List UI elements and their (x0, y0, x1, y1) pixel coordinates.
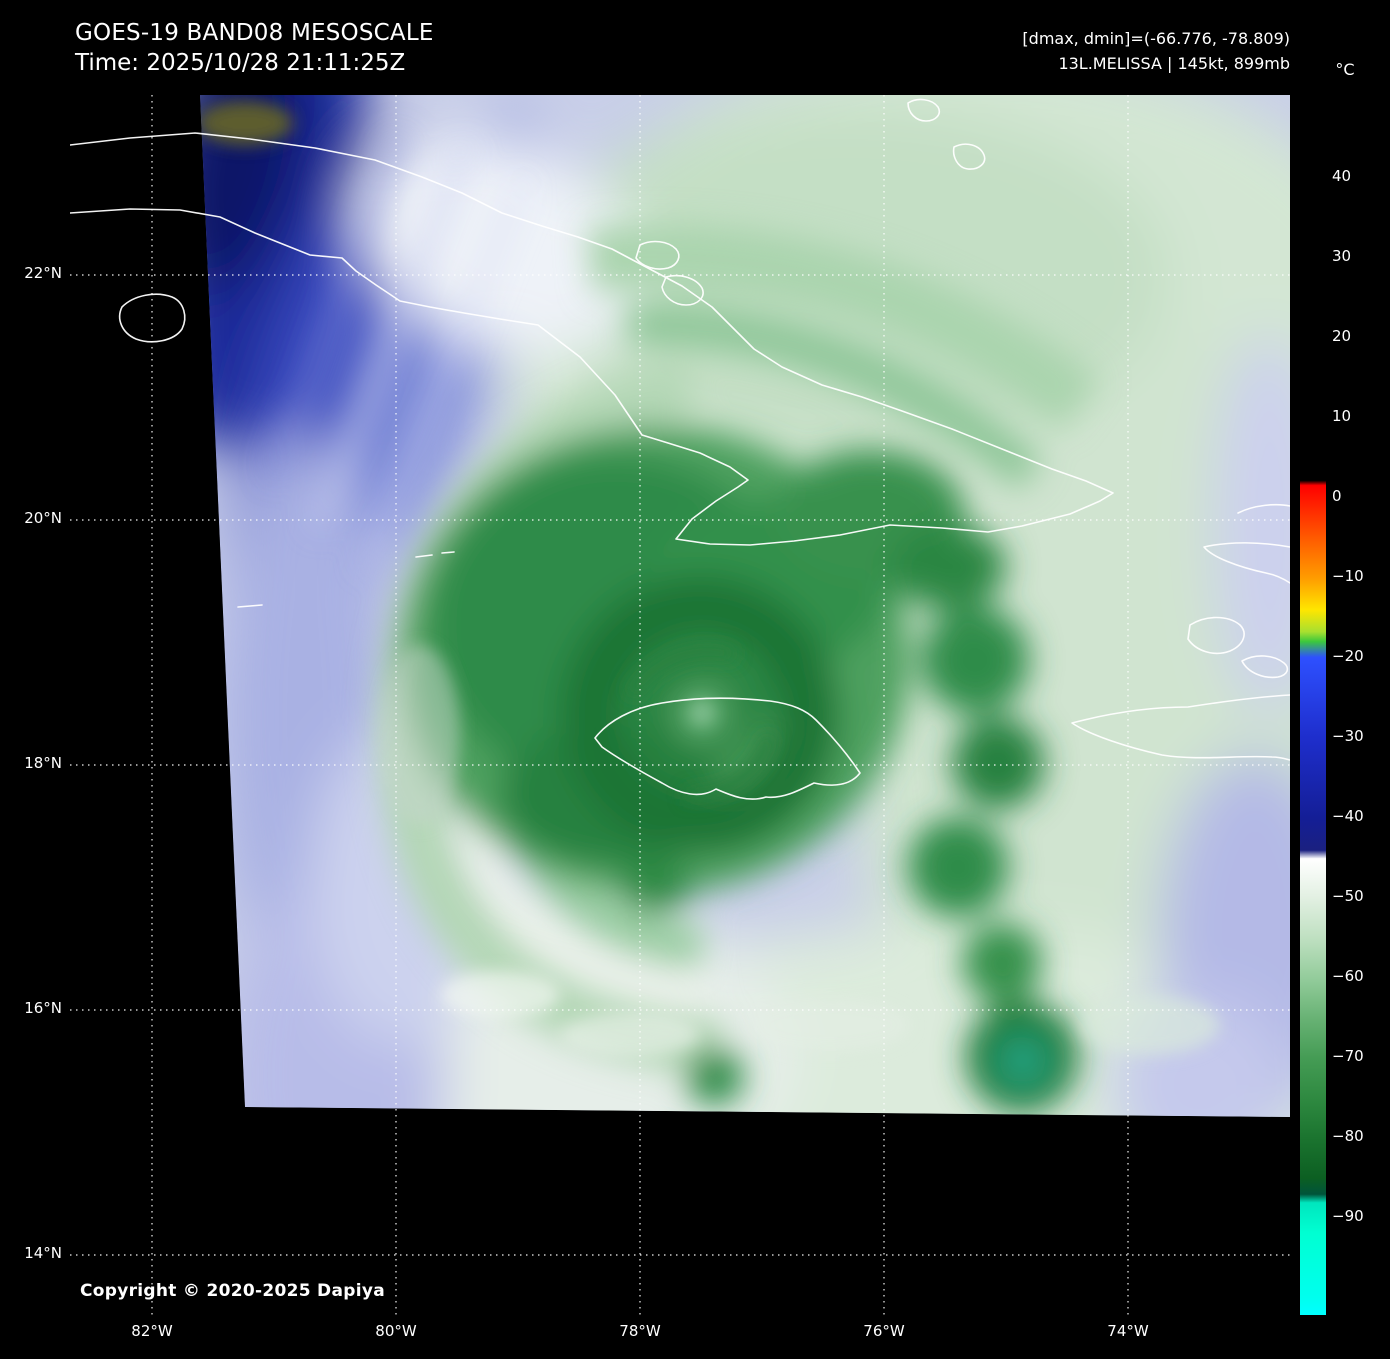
lat-tick-label: 16°N (24, 999, 62, 1017)
lat-tick-label: 22°N (24, 264, 62, 282)
isla-juventud-coastline (118, 293, 186, 343)
cayman-islands-coastline (237, 604, 263, 608)
lat-tick-label: 18°N (24, 754, 62, 772)
lon-tick-label: 74°W (1107, 1322, 1149, 1340)
colorbar-tick-label: −20 (1332, 647, 1364, 665)
cuba-coastline (70, 132, 1114, 546)
colorbar-tick-label: 10 (1332, 407, 1352, 425)
colorbar (1300, 95, 1326, 1315)
colorbar-tick-label: 0 (1332, 487, 1342, 505)
colorbar-tick-label: 30 (1332, 247, 1352, 265)
gonave-island-coastline (1241, 655, 1289, 679)
storm-readout-block: [dmax, dmin]=(-66.776, -78.809) 13L.MELI… (1022, 26, 1290, 76)
colorbar-unit-label: °C (1335, 60, 1355, 79)
colorbar-tick-label: −40 (1332, 807, 1364, 825)
jamaica-coastline (594, 697, 861, 800)
colorbar-tick-label: −10 (1332, 567, 1364, 585)
colorbar-tick-label: −50 (1332, 887, 1364, 905)
lat-tick-label: 20°N (24, 509, 62, 527)
tortuga-island-coastline (1237, 503, 1290, 514)
copyright-text: Copyright © 2020-2025 Dapiya (80, 1281, 385, 1301)
great-inagua-coastline (1187, 616, 1245, 655)
haiti-northwest-peninsula-coastline (1203, 542, 1290, 584)
lon-tick-label: 78°W (619, 1322, 661, 1340)
colorbar-tick-label: −60 (1332, 967, 1364, 985)
dmax-dmin-readout: [dmax, dmin]=(-66.776, -78.809) (1022, 29, 1290, 48)
cloud-field (200, 95, 1290, 1117)
haiti-south-peninsula-coastline (1071, 694, 1290, 761)
bahamas-island-coastline (952, 143, 986, 170)
colorbar-tick-label: 20 (1332, 327, 1352, 345)
colorbar-tick-label: −30 (1332, 727, 1364, 745)
timestamp: Time: 2025/10/28 21:11:25Z (75, 50, 406, 76)
lon-tick-label: 82°W (131, 1322, 173, 1340)
colorbar-tick-label: −90 (1332, 1207, 1364, 1225)
satellite-imagery (70, 95, 1290, 1315)
lon-tick-label: 80°W (375, 1322, 417, 1340)
map-area: Copyright © 2020-2025 Dapiya (70, 95, 1290, 1315)
cuban-cays-coastline (635, 240, 680, 270)
cuban-cays-coastline (661, 274, 704, 306)
colorbar-tick-label: −70 (1332, 1047, 1364, 1065)
colorbar-tick-label: −80 (1332, 1127, 1364, 1145)
lon-tick-label: 76°W (863, 1322, 905, 1340)
product-title: GOES-19 BAND08 MESOSCALE (75, 20, 434, 46)
cayman-islands-coastline (415, 551, 455, 558)
lat-tick-label: 14°N (24, 1244, 62, 1262)
coastlines (70, 98, 1290, 800)
storm-readout: 13L.MELISSA | 145kt, 899mb (1058, 54, 1290, 73)
colorbar-tick-label: 40 (1332, 167, 1352, 185)
bahamas-island-coastline (907, 98, 941, 122)
